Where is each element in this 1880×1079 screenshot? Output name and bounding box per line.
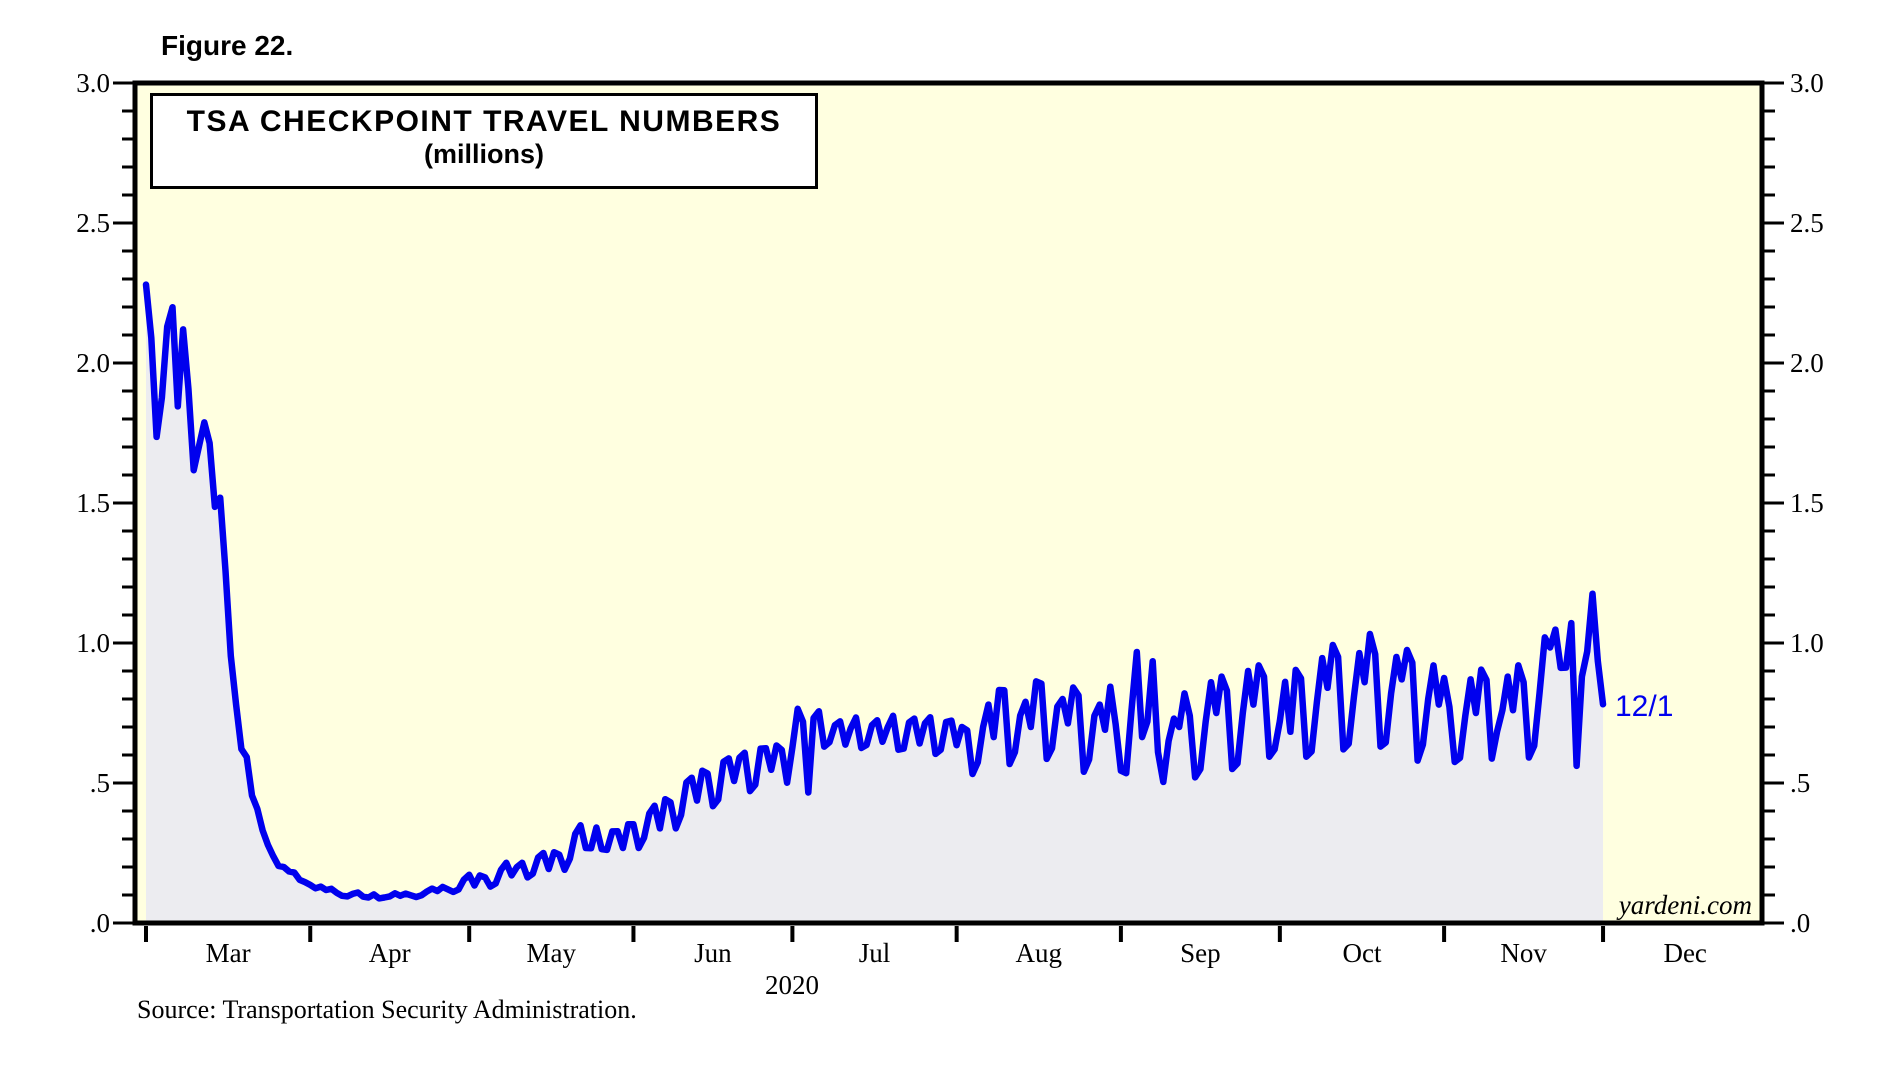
x-axis-month-label: Jun: [694, 938, 732, 968]
x-axis-month-label: Jul: [859, 938, 891, 968]
x-axis-month-label: Mar: [206, 938, 251, 968]
y-axis-tick-label-left: 3.0: [76, 68, 110, 98]
y-axis-tick-label-left: .5: [90, 768, 110, 798]
chart-title: TSA CHECKPOINT TRAVEL NUMBERS: [186, 105, 782, 138]
x-axis-month-label: Apr: [369, 938, 411, 968]
x-axis-month-label: Oct: [1343, 938, 1382, 968]
y-axis-tick-label-right: 1.5: [1790, 488, 1824, 518]
x-axis-month-label: Aug: [1016, 938, 1063, 968]
figure-label: Figure 22.: [161, 30, 294, 61]
y-axis-tick-label-left: .0: [90, 908, 110, 938]
y-axis-tick-label-left: 2.5: [76, 208, 110, 238]
y-axis-tick-label-right: 2.5: [1790, 208, 1824, 238]
last-point-date-label: 12/1: [1615, 690, 1674, 723]
plot-frame: [132, 80, 1765, 926]
source-note: Source: Transportation Security Administ…: [137, 995, 637, 1024]
y-axis-tick-label-left: 1.0: [76, 628, 110, 658]
chart-subtitle: (millions): [424, 139, 544, 169]
y-axis-tick-label-right: .0: [1790, 908, 1810, 938]
chart-title-box: TSA CHECKPOINT TRAVEL NUMBERS (millions): [150, 93, 818, 189]
y-axis-tick-label-right: 1.0: [1790, 628, 1824, 658]
x-axis-month-label: May: [527, 938, 577, 968]
y-axis-tick-label-right: 2.0: [1790, 348, 1824, 378]
y-axis-tick-label-right: 3.0: [1790, 68, 1824, 98]
x-axis-month-label: Dec: [1663, 938, 1706, 968]
y-axis-tick-label-left: 2.0: [76, 348, 110, 378]
y-axis-tick-label-right: .5: [1790, 768, 1810, 798]
x-axis-month-label: Sep: [1180, 938, 1221, 968]
x-axis-month-label: Nov: [1500, 938, 1547, 968]
data-line: [142, 281, 1607, 902]
y-axis-tick-label-left: 1.5: [76, 488, 110, 518]
x-axis-year-label: 2020: [765, 970, 819, 1000]
yardeni-watermark: yardeni.com: [1618, 890, 1752, 920]
